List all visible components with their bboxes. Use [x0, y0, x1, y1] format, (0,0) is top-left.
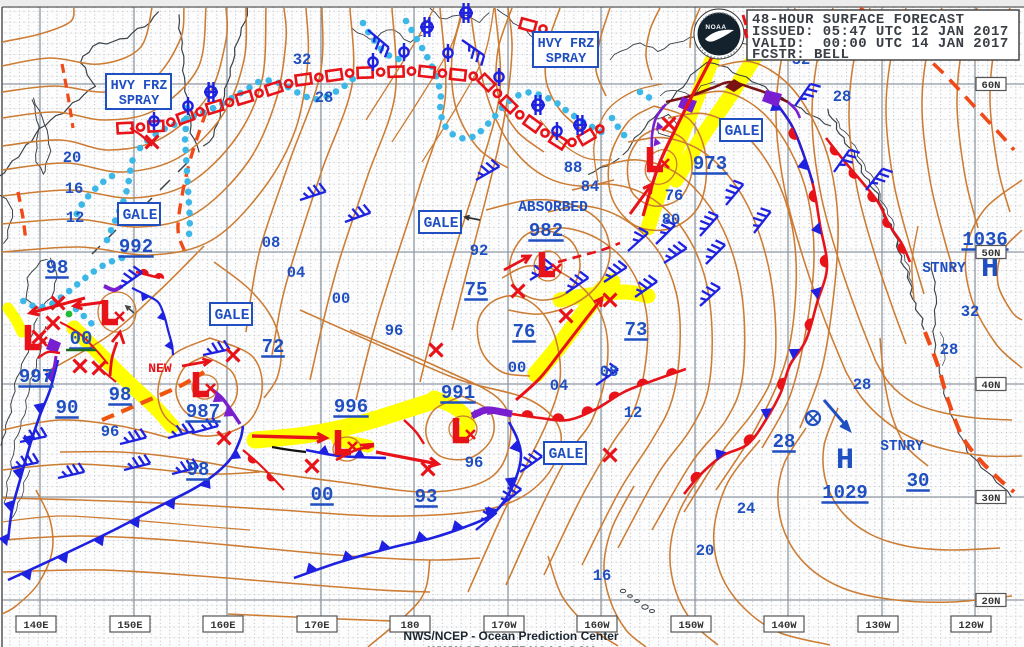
svg-text:1029: 1029	[822, 482, 868, 504]
svg-text:98: 98	[187, 459, 210, 481]
svg-text:130W: 130W	[865, 620, 891, 632]
svg-text:150E: 150E	[117, 620, 142, 632]
svg-text:GALE: GALE	[424, 216, 459, 232]
svg-text:88: 88	[564, 159, 583, 177]
svg-text:76: 76	[665, 187, 684, 205]
svg-text:40N: 40N	[982, 380, 1001, 392]
svg-text:991: 991	[441, 382, 475, 404]
svg-text:987: 987	[186, 401, 220, 423]
svg-text:00: 00	[70, 328, 93, 350]
svg-text:997: 997	[19, 366, 53, 388]
svg-text:30N: 30N	[982, 493, 1001, 505]
svg-text:28: 28	[940, 341, 959, 359]
svg-text:92: 92	[470, 242, 489, 260]
svg-text:992: 992	[119, 236, 153, 258]
svg-text:20: 20	[63, 149, 82, 167]
svg-text:60N: 60N	[982, 80, 1001, 92]
svg-text:98: 98	[46, 257, 69, 279]
svg-text:180: 180	[401, 620, 420, 632]
svg-text:12: 12	[66, 209, 85, 227]
svg-text:982: 982	[529, 220, 563, 242]
svg-text:48-HOUR SURFACE FORECAST: 48-HOUR SURFACE FORECAST	[752, 12, 964, 28]
svg-text:170W: 170W	[491, 620, 517, 632]
svg-text:32: 32	[961, 303, 980, 321]
svg-text:84: 84	[581, 178, 600, 196]
svg-text:996: 996	[334, 396, 368, 418]
svg-text:FCSTR: BELL: FCSTR: BELL	[752, 47, 849, 63]
svg-text:96: 96	[465, 454, 484, 472]
svg-text:50N: 50N	[982, 248, 1001, 260]
svg-text:28: 28	[315, 89, 334, 107]
svg-text:20N: 20N	[982, 596, 1001, 608]
svg-text:WWW.OPC.NCEP.NOAA.GOV: WWW.OPC.NCEP.NOAA.GOV	[428, 644, 594, 647]
svg-text:00: 00	[508, 359, 527, 377]
svg-text:973: 973	[693, 153, 727, 175]
svg-text:GALE: GALE	[215, 308, 250, 324]
svg-text:75: 75	[465, 279, 488, 301]
svg-text:28: 28	[853, 376, 872, 394]
svg-text:140E: 140E	[23, 620, 48, 632]
svg-text:160E: 160E	[210, 620, 235, 632]
svg-text:VALID: 00:00 UTC 14 JAN 2017: VALID: 00:00 UTC 14 JAN 2017	[752, 36, 1009, 52]
svg-text:08: 08	[262, 234, 281, 252]
svg-text:04: 04	[550, 377, 569, 395]
svg-text:28: 28	[833, 88, 852, 106]
svg-text:120W: 120W	[958, 620, 984, 632]
svg-text:SPRAY: SPRAY	[546, 52, 587, 67]
svg-text:76: 76	[513, 321, 536, 343]
svg-text:96: 96	[101, 423, 120, 441]
svg-text:73: 73	[625, 319, 648, 341]
svg-text:20: 20	[696, 542, 715, 560]
svg-text:GALE: GALE	[123, 208, 158, 224]
svg-text:16: 16	[65, 180, 84, 198]
svg-text:H: H	[981, 252, 999, 286]
svg-text:HVY FRZ: HVY FRZ	[111, 79, 168, 94]
svg-text:12: 12	[624, 404, 643, 422]
svg-text:90: 90	[56, 397, 79, 419]
svg-text:160W: 160W	[584, 620, 610, 632]
svg-text:150W: 150W	[678, 620, 704, 632]
svg-text:NOAA: NOAA	[705, 24, 726, 31]
svg-text:08: 08	[600, 363, 619, 381]
svg-text:170E: 170E	[304, 620, 329, 632]
svg-text:GALE: GALE	[549, 447, 584, 463]
svg-text:30: 30	[907, 470, 930, 492]
svg-text:04: 04	[287, 264, 306, 282]
svg-text:ISSUED: 05:47 UTC 12 JAN 2017: ISSUED: 05:47 UTC 12 JAN 2017	[752, 24, 1009, 40]
svg-text:32: 32	[293, 51, 312, 69]
svg-text:HVY FRZ: HVY FRZ	[538, 37, 595, 52]
svg-text:STNRY: STNRY	[922, 261, 966, 277]
svg-text:NEW: NEW	[148, 361, 172, 376]
svg-text:24: 24	[737, 500, 756, 518]
svg-text:80: 80	[662, 211, 681, 229]
svg-text:00: 00	[332, 290, 351, 308]
svg-text:16: 16	[593, 567, 612, 585]
svg-text:98: 98	[109, 384, 132, 406]
svg-text:28: 28	[773, 431, 796, 453]
svg-text:GALE: GALE	[725, 124, 760, 140]
svg-text:STNRY: STNRY	[880, 439, 924, 455]
svg-text:SPRAY: SPRAY	[119, 94, 160, 109]
svg-text:140W: 140W	[771, 620, 797, 632]
svg-text:ABSORBED: ABSORBED	[518, 200, 588, 216]
svg-text:00: 00	[311, 484, 334, 506]
svg-text:93: 93	[415, 486, 438, 508]
svg-text:H: H	[836, 444, 854, 478]
svg-text:72: 72	[262, 336, 285, 358]
svg-text:NWS/NCEP - Ocean Prediction Ce: NWS/NCEP - Ocean Prediction Center	[403, 629, 618, 643]
svg-text:96: 96	[385, 322, 404, 340]
